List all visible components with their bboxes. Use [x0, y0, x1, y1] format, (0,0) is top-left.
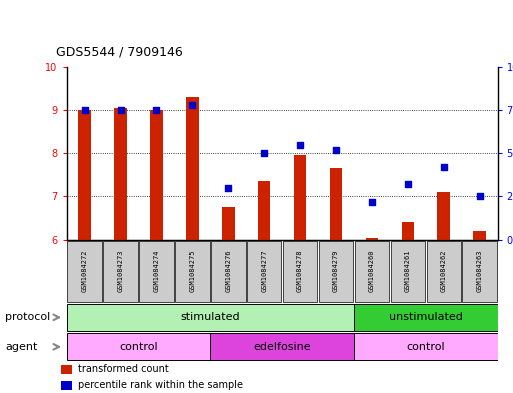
- Bar: [390, 241, 425, 302]
- Text: edelfosine: edelfosine: [253, 342, 311, 352]
- Text: stimulated: stimulated: [181, 312, 240, 322]
- Bar: [330, 168, 342, 240]
- Point: [188, 102, 196, 108]
- Bar: [402, 222, 414, 240]
- Text: GSM1084261: GSM1084261: [405, 250, 411, 292]
- Text: GSM1084279: GSM1084279: [333, 250, 339, 292]
- Text: GSM1084278: GSM1084278: [297, 250, 303, 292]
- Bar: [426, 241, 461, 302]
- Bar: [150, 110, 163, 240]
- Text: control: control: [406, 342, 445, 352]
- Bar: [462, 241, 497, 302]
- Point: [332, 147, 340, 153]
- Text: GSM1084272: GSM1084272: [82, 250, 88, 292]
- Text: GSM1084274: GSM1084274: [153, 250, 160, 292]
- Bar: [319, 241, 353, 302]
- Point: [404, 181, 412, 187]
- Bar: [438, 192, 450, 240]
- Bar: [61, 381, 72, 390]
- Text: GSM1084263: GSM1084263: [477, 250, 483, 292]
- Bar: [61, 365, 72, 373]
- Point: [440, 164, 448, 170]
- Bar: [139, 241, 174, 302]
- Bar: [294, 155, 306, 240]
- Point: [368, 198, 376, 205]
- Bar: [222, 207, 234, 240]
- Bar: [366, 237, 378, 240]
- Point: [476, 193, 484, 200]
- Text: GSM1084277: GSM1084277: [261, 250, 267, 292]
- Point: [260, 150, 268, 156]
- Bar: [354, 333, 498, 360]
- Point: [224, 185, 232, 191]
- Bar: [67, 304, 354, 331]
- Bar: [210, 333, 354, 360]
- Bar: [211, 241, 246, 302]
- Bar: [354, 304, 498, 331]
- Point: [116, 107, 125, 113]
- Bar: [175, 241, 210, 302]
- Text: GSM1084273: GSM1084273: [117, 250, 124, 292]
- Bar: [103, 241, 138, 302]
- Text: percentile rank within the sample: percentile rank within the sample: [78, 380, 244, 391]
- Point: [296, 141, 304, 148]
- Bar: [258, 181, 270, 240]
- Bar: [67, 333, 210, 360]
- Bar: [114, 108, 127, 240]
- Text: transformed count: transformed count: [78, 364, 169, 374]
- Bar: [78, 110, 91, 240]
- Bar: [67, 241, 102, 302]
- Text: GSM1084276: GSM1084276: [225, 250, 231, 292]
- Text: GSM1084262: GSM1084262: [441, 250, 447, 292]
- Bar: [283, 241, 318, 302]
- Point: [152, 107, 161, 113]
- Text: unstimulated: unstimulated: [389, 312, 463, 322]
- Bar: [354, 241, 389, 302]
- Bar: [473, 231, 486, 240]
- Bar: [247, 241, 282, 302]
- Text: agent: agent: [5, 342, 37, 352]
- Text: protocol: protocol: [5, 312, 50, 322]
- Text: GSM1084275: GSM1084275: [189, 250, 195, 292]
- Text: GDS5544 / 7909146: GDS5544 / 7909146: [56, 46, 183, 59]
- Bar: [186, 97, 199, 240]
- Point: [81, 107, 89, 113]
- Text: control: control: [119, 342, 158, 352]
- Text: GSM1084260: GSM1084260: [369, 250, 375, 292]
